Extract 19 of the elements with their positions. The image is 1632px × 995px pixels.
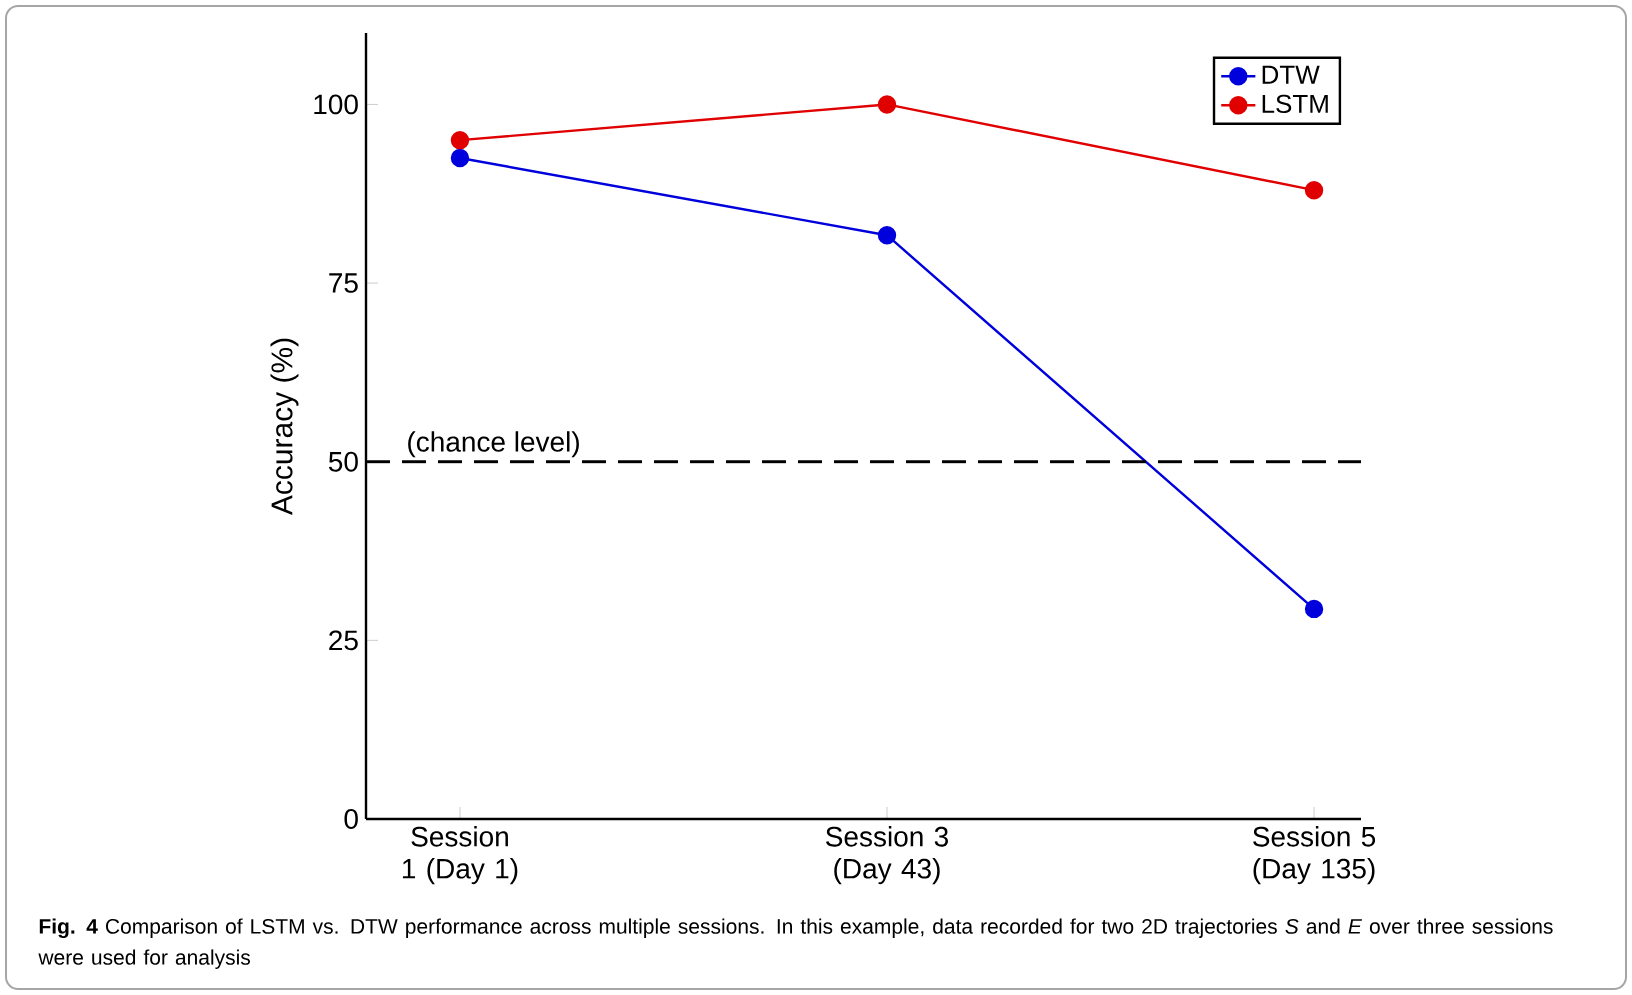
ref-line-label: (chance level) [408, 431, 579, 458]
x-tick-label: Session 3 (Day 43) [826, 826, 948, 885]
point [450, 130, 470, 150]
point [450, 148, 470, 168]
y-axis-title: Accuracy (%) [270, 338, 299, 516]
x-tick-label: Session 5 (Day 135) [1253, 826, 1376, 885]
y-tick-label: 50 [328, 451, 358, 472]
y-tick-label: 25 [329, 630, 358, 651]
point [877, 95, 897, 114]
legend-label: DTW [1262, 65, 1320, 84]
point [1304, 180, 1324, 200]
legend-label: LSTM [1262, 94, 1328, 114]
text: Fig. 4 Comparison of LSTM vs. DTW performance across multiple sessions. In this example, data recorded for two 2D trajectories S and E over three sessions were used for analysis [38, 918, 1553, 969]
x-tick-label: Session 1 (Day 1) [402, 826, 518, 885]
y-tick-label: 75 [329, 273, 358, 293]
point [1304, 599, 1324, 619]
point [877, 226, 897, 245]
y-tick-label: 100 [314, 94, 358, 115]
y-tick-label: 0 [344, 809, 358, 829]
